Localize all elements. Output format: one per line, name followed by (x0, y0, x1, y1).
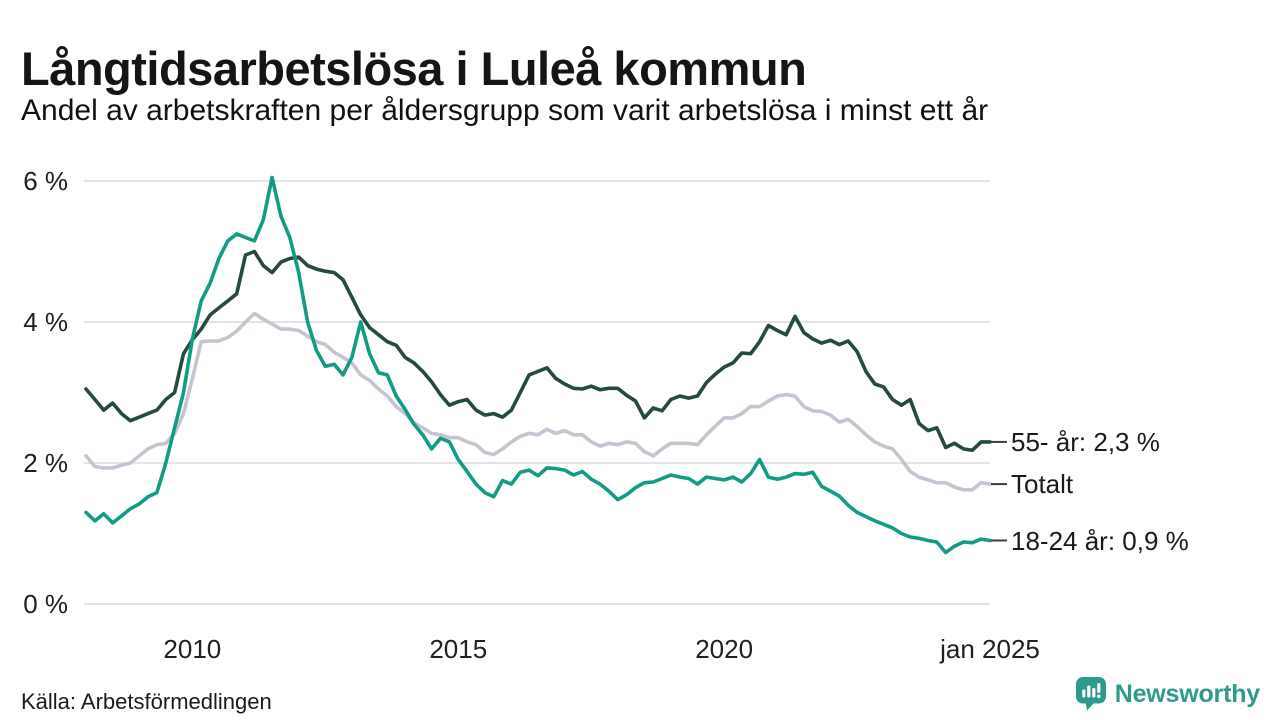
x-tick-label-jan-2025: jan 2025 (940, 634, 1040, 664)
newsworthy-logo-icon (1075, 677, 1106, 711)
x-tick-label-2015: 2015 (429, 634, 488, 664)
series-line-55-ar (84, 249, 992, 453)
y-tick-label-0: 0 % (23, 589, 68, 619)
x-tick-label-2020: 2020 (695, 634, 754, 664)
chart-subtitle: Andel av arbetskraften per åldersgrupp s… (21, 94, 989, 127)
series-line-totalt (84, 311, 992, 492)
series-line-18-24-ar (84, 175, 992, 555)
newsworthy-branding[interactable]: Newsworthy (1075, 677, 1260, 711)
y-tick-label-6: 6 % (23, 166, 68, 196)
source-note: Källa: Arbetsförmedlingen (21, 689, 272, 714)
series-label-18-24-ar: 18-24 år: 0,9 % (1011, 525, 1189, 556)
chart-title: Långtidsarbetslösa i Luleå kommun (21, 42, 807, 96)
series-label-totalt: Totalt (1011, 469, 1074, 500)
y-tick-label-2: 2 % (23, 448, 68, 478)
y-tick-label-4: 4 % (23, 307, 68, 337)
x-tick-label-2010: 2010 (163, 634, 222, 664)
series-label-55-ar: 55- år: 2,3 % (1011, 426, 1160, 457)
newsworthy-wordmark: Newsworthy (1114, 679, 1260, 708)
